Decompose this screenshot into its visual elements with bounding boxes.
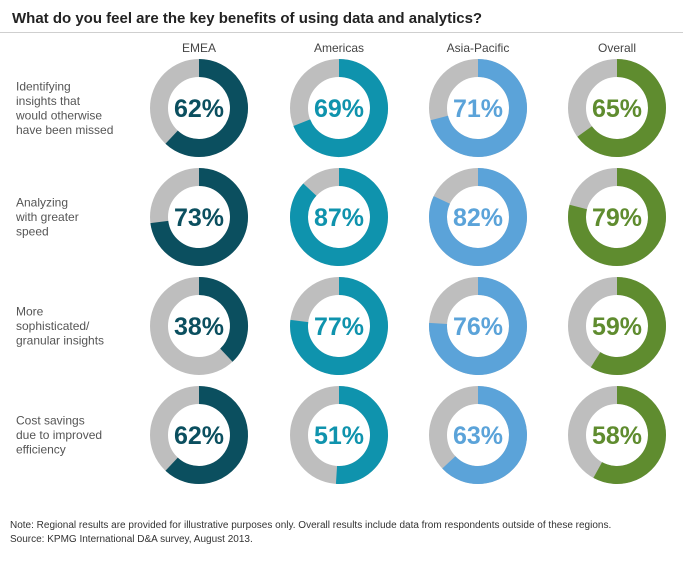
donut-label-asia-pacific-row-4: 63% bbox=[453, 422, 503, 450]
donut-chart-grid: EMEA Americas Asia-Pacific Overall Identifyi… bbox=[15, 41, 666, 484]
donut-segment-emea-row-2 bbox=[150, 168, 248, 266]
footnote-source: Source: KPMG International D&A survey, A… bbox=[10, 534, 253, 545]
donut-segment-overall-row-3 bbox=[590, 277, 666, 375]
donut-segment-overall-row-1 bbox=[577, 59, 666, 157]
donut-segment-americas-row-3 bbox=[290, 277, 388, 375]
donut-label-emea-row-2: 73% bbox=[174, 204, 224, 232]
row-label-4: Cost savings due to improved efficiency bbox=[16, 414, 102, 457]
donut-label-americas-row-3: 77% bbox=[314, 313, 364, 341]
donut-label-asia-pacific-row-3: 76% bbox=[453, 313, 503, 341]
row-label-1: Identifying insights that would otherwise h… bbox=[15, 79, 113, 137]
donut-segment-asia-pacific-row-3 bbox=[429, 277, 527, 375]
donut-label-asia-pacific-row-1: 71% bbox=[453, 95, 503, 123]
donut-segment-americas-row-4 bbox=[335, 386, 388, 484]
donut-segment-asia-pacific-row-4 bbox=[442, 386, 527, 484]
chart-title: What do you feel are the key benefits of… bbox=[12, 10, 483, 27]
donut-label-asia-pacific-row-2: 82% bbox=[453, 204, 503, 232]
donut-label-emea-row-1: 62% bbox=[174, 95, 224, 123]
title-divider bbox=[0, 32, 683, 33]
donut-label-overall-row-1: 65% bbox=[592, 95, 642, 123]
row-label-2: Analyzing with greater speed bbox=[15, 196, 79, 239]
column-header-americas: Americas bbox=[314, 41, 364, 55]
donut-segment-asia-pacific-row-1 bbox=[430, 59, 527, 157]
donut-label-emea-row-3: 38% bbox=[174, 313, 224, 341]
donut-label-overall-row-3: 59% bbox=[592, 313, 642, 341]
donut-segment-emea-row-4 bbox=[165, 386, 248, 484]
footnote: Note: Regional results are provided for … bbox=[10, 519, 611, 547]
column-header-overall: Overall bbox=[598, 41, 636, 55]
donut-label-americas-row-2: 87% bbox=[314, 204, 364, 232]
column-header-emea: EMEA bbox=[182, 41, 216, 55]
donut-label-americas-row-4: 51% bbox=[314, 422, 364, 450]
donut-segment-emea-row-3 bbox=[198, 277, 248, 362]
donut-segment-overall-row-4 bbox=[593, 386, 666, 484]
donut-segment-americas-row-2 bbox=[290, 168, 388, 266]
donut-segment-overall-row-2 bbox=[568, 168, 666, 266]
donut-segment-asia-pacific-row-2 bbox=[429, 168, 527, 266]
donut-label-overall-row-2: 79% bbox=[592, 204, 642, 232]
column-header-asia-pacific: Asia-Pacific bbox=[447, 41, 510, 55]
donut-label-emea-row-4: 62% bbox=[174, 422, 224, 450]
donut-label-overall-row-4: 58% bbox=[592, 422, 642, 450]
footnote-note: Note: Regional results are provided for … bbox=[10, 520, 612, 531]
donut-segment-emea-row-1 bbox=[165, 59, 248, 157]
donut-label-americas-row-1: 69% bbox=[314, 95, 364, 123]
row-label-3: More sophisticated/granular insights bbox=[16, 305, 104, 348]
donut-segment-americas-row-1 bbox=[293, 59, 388, 157]
